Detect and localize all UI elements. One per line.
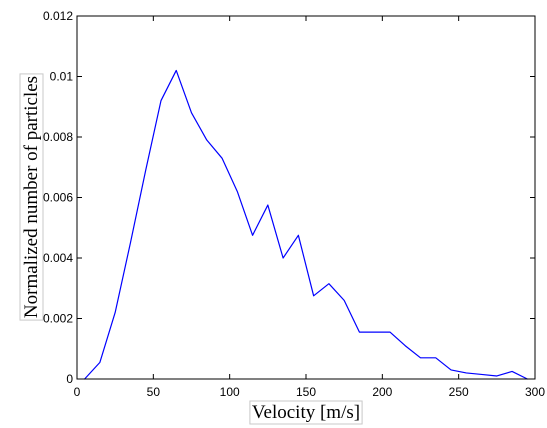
- x-tick-label: 0: [74, 385, 81, 399]
- y-tick-label: 0.002: [43, 312, 73, 326]
- plot-frame: [76, 15, 536, 380]
- series-line-velocity-distribution: [84, 69, 528, 380]
- y-tick-label: 0.008: [43, 130, 73, 144]
- x-tick-label: 300: [525, 385, 545, 399]
- x-tick-label: 250: [449, 385, 469, 399]
- tick-labels: 0 50 100 150 200 250 300 0 0.002 0.004 0.006 0.008 0…: [43, 9, 545, 399]
- x-tick-label: 200: [372, 385, 392, 399]
- y-tick-label: 0: [66, 372, 73, 386]
- y-axis-title: Normalized number of particles: [21, 76, 42, 318]
- x-tick-label: 50: [147, 385, 161, 399]
- y-axis-title-box: [19, 73, 44, 321]
- x-tick-label: 100: [220, 385, 240, 399]
- x-tick-label: 150: [296, 385, 316, 399]
- y-tick-label: 0.012: [43, 9, 73, 23]
- y-tick-label: 0.004: [43, 251, 73, 265]
- x-axis-title: Velocity [m/s]: [252, 402, 360, 423]
- y-tick-label: 0.01: [50, 70, 74, 84]
- x-axis-title-box: [249, 400, 363, 425]
- y-tick-label: 0.006: [43, 191, 73, 205]
